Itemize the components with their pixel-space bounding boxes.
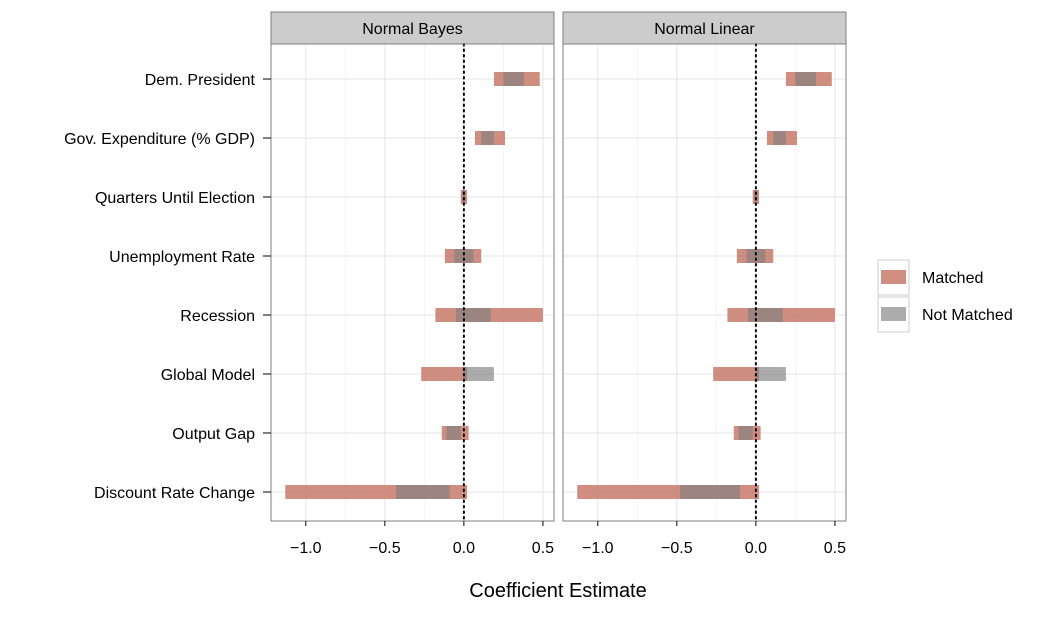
not-matched-bar — [455, 308, 491, 322]
x-tick-label: 0.0 — [745, 540, 767, 557]
panel-title: Normal Linear — [654, 21, 755, 38]
panel-title: Normal Bayes — [362, 21, 462, 38]
not-matched-bar — [755, 367, 786, 381]
legend-swatch — [881, 307, 906, 321]
not-matched-bar — [795, 72, 816, 86]
not-matched-bar — [463, 367, 494, 381]
x-tick-label: −1.0 — [582, 540, 614, 557]
not-matched-bar — [395, 485, 450, 499]
x-tick-label: −0.5 — [661, 540, 693, 557]
legend-label: Matched — [922, 270, 983, 287]
legend-label: Not Matched — [922, 307, 1013, 324]
x-tick-label: 0.5 — [824, 540, 846, 557]
panel-strip — [270, 11, 555, 45]
y-tick-label: Discount Rate Change — [94, 485, 255, 502]
not-matched-bar — [454, 249, 474, 263]
panel-background — [271, 44, 554, 521]
x-tick-label: −1.0 — [290, 540, 322, 557]
not-matched-bar — [481, 131, 494, 145]
y-tick-label: Dem. President — [145, 72, 256, 89]
y-tick-label: Global Model — [161, 367, 255, 384]
panel-border — [270, 43, 555, 522]
y-tick-label: Recession — [180, 308, 255, 325]
not-matched-bar — [773, 131, 786, 145]
x-tick-label: −0.5 — [369, 540, 401, 557]
not-matched-bar — [679, 485, 741, 499]
x-tick-label: 0.0 — [453, 540, 475, 557]
panel-strip — [562, 11, 847, 45]
matched-bar — [713, 367, 760, 381]
not-matched-bar — [446, 426, 461, 440]
matched-bar — [421, 367, 468, 381]
y-tick-label: Output Gap — [172, 426, 255, 443]
y-tick-label: Quarters Until Election — [95, 190, 255, 207]
x-axis-title: Coefficient Estimate — [469, 580, 647, 602]
y-tick-label: Unemployment Rate — [109, 249, 255, 266]
x-tick-label: 0.5 — [532, 540, 554, 557]
not-matched-bar — [746, 249, 766, 263]
panel-background — [563, 44, 846, 521]
y-tick-label: Gov. Expenditure (% GDP) — [64, 131, 255, 148]
not-matched-bar — [747, 308, 783, 322]
not-matched-bar — [738, 426, 753, 440]
panel-border — [562, 43, 847, 522]
legend-swatch — [881, 270, 906, 284]
not-matched-bar — [503, 72, 524, 86]
